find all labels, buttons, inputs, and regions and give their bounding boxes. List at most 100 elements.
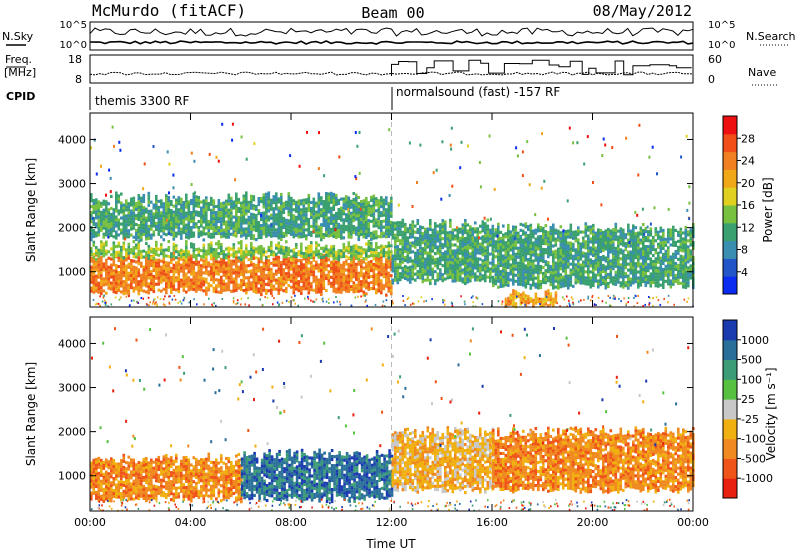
nsky-series xyxy=(89,40,694,45)
nave-tick-low: 0 xyxy=(708,73,715,86)
power-segment xyxy=(492,222,695,290)
power-colorbar-swatch xyxy=(723,258,737,277)
power-colorbar-swatch xyxy=(723,169,737,188)
nsearch-label: N.Search xyxy=(746,30,796,43)
vel-colorbar-tick-label: 25 xyxy=(741,393,755,406)
power-colorbar-swatch xyxy=(723,205,737,224)
power-colorbar-tick-label: 28 xyxy=(741,132,755,145)
vel-colorbar-tick-label: 100 xyxy=(741,373,762,386)
cpid-label: CPID xyxy=(6,90,35,103)
power-colorbar-tick-label: 20 xyxy=(741,177,755,190)
velocity-colorbar-label: Velocity [m s⁻¹] xyxy=(764,367,778,460)
velocity-yaxis: 1000 2000 3000 4000 xyxy=(58,337,693,483)
vel-segment xyxy=(492,426,695,494)
nsky-label: N.Sky xyxy=(2,30,34,43)
vel-xtick-label: 00:00 xyxy=(677,516,709,529)
velocity-ylabel: Slant Range [km] xyxy=(24,362,38,466)
vel-xtick-label: 00:00 xyxy=(74,516,106,529)
cpid-segment-2: normalsound (fast) -157 RF xyxy=(396,85,560,99)
power-ytick-label: 1000 xyxy=(58,266,86,279)
power-colorbar-tick-label: 12 xyxy=(741,221,755,234)
power-scatter xyxy=(90,113,695,309)
nsearch-tick-high: 10^5 xyxy=(708,20,735,31)
power-colorbar-swatch xyxy=(723,240,737,259)
freq-label: Freq. xyxy=(5,53,32,66)
vel-ytick-label: 2000 xyxy=(58,426,86,439)
vel-sparse-echoes xyxy=(90,327,690,512)
power-colorbar-swatch xyxy=(723,187,737,206)
power-colorbar-label: Power [dB] xyxy=(761,177,775,242)
radar-title: McMurdo (fitACF) xyxy=(92,1,246,20)
power-colorbar-swatch xyxy=(723,222,737,242)
vel-colorbar-swatch xyxy=(723,379,737,400)
freq-panel: Freq. [MHz] 18 8 60 0 Nave xyxy=(4,53,778,86)
power-ytick-label: 3000 xyxy=(58,178,86,191)
power-colorbar-tick-label: 8 xyxy=(741,244,748,257)
power-colorbar-swatch xyxy=(723,151,737,170)
vel-colorbar-swatch xyxy=(723,478,737,499)
power-segment xyxy=(90,240,393,262)
power-segment xyxy=(90,250,393,297)
velocity-colorbar: 1000 500 100 25 -25 -100 -500 -1000 xyxy=(722,319,773,499)
date-title: 08/May/2012 xyxy=(593,2,692,20)
nsky-tick-high: 10^5 xyxy=(60,20,87,31)
vel-colorbar-swatch xyxy=(723,458,737,479)
power-segment xyxy=(391,218,495,286)
vel-colorbar-swatch xyxy=(723,438,737,459)
vel-segment xyxy=(90,452,243,504)
vel-colorbar-tick-label: -100 xyxy=(741,433,766,446)
power-ylabel: Slant Range [km] xyxy=(24,158,38,262)
nave-series xyxy=(391,59,692,76)
power-colorbar-tick-label: 24 xyxy=(741,155,755,168)
power-ytick-label: 2000 xyxy=(58,222,86,235)
vel-colorbar-swatch xyxy=(723,418,737,440)
vel-xtick-label: 20:00 xyxy=(577,516,609,529)
freq-tick-low: 8 xyxy=(75,73,82,86)
vel-xtick-label: 12:00 xyxy=(376,516,408,529)
power-sparse-echoes xyxy=(90,122,694,308)
power-panel: Slant Range [km] 1000 2000 3000 4000 4 8 12 16… xyxy=(24,112,775,309)
vel-colorbar-swatch xyxy=(723,359,737,380)
vel-colorbar-tick-label: -25 xyxy=(741,413,759,426)
nsearch-tick-low: 10^0 xyxy=(708,40,735,51)
vel-xtick-label: 04:00 xyxy=(175,516,207,529)
nave-label: Nave xyxy=(748,66,776,79)
nsky-tick-low: 10^0 xyxy=(60,40,87,51)
beam-title: Beam 00 xyxy=(361,4,424,22)
vel-colorbar-tick-label: -1000 xyxy=(741,472,773,485)
vel-colorbar-swatch xyxy=(723,339,737,361)
nsearch-series xyxy=(89,27,694,37)
power-colorbar-swatch xyxy=(723,116,737,135)
vel-colorbar-tick-label: 1000 xyxy=(741,334,769,347)
cpid-segment-1: themis 3300 RF xyxy=(95,94,189,108)
power-colorbar: 4 8 12 16 20 24 28 xyxy=(722,115,755,295)
freq-unit-label: [MHz] xyxy=(4,66,36,79)
vel-colorbar-swatch xyxy=(723,399,737,420)
vel-ytick-label: 1000 xyxy=(58,470,86,483)
power-colorbar-swatch xyxy=(723,133,737,153)
velocity-xaxis: 00:00 04:00 08:00 12:00 16:00 20:00 00:00 xyxy=(74,317,709,529)
power-yaxis: 1000 2000 3000 4000 xyxy=(58,133,693,279)
power-xaxis xyxy=(89,113,694,307)
freq-tick-high: 18 xyxy=(68,53,82,66)
power-colorbar-swatch xyxy=(723,276,737,295)
power-colorbar-tick-label: 4 xyxy=(741,266,748,279)
power-colorbar-tick-label: 16 xyxy=(741,199,755,212)
cpid-strip: CPID themis 3300 RF normalsound (fast) -… xyxy=(6,85,560,110)
freq-series xyxy=(89,71,694,76)
vel-xtick-label: 08:00 xyxy=(275,516,307,529)
vel-xtick-label: 16:00 xyxy=(476,516,508,529)
nave-tick-high: 60 xyxy=(708,53,722,66)
vel-colorbar-tick-label: -500 xyxy=(741,452,766,465)
vel-colorbar-tick-label: 500 xyxy=(741,354,762,367)
x-axis-title: Time UT xyxy=(365,537,416,551)
noise-panel: N.Sky 10^5 10^0 10^5 10^0 N.Search xyxy=(2,20,796,51)
vel-segment xyxy=(240,448,394,504)
vel-segment xyxy=(391,426,495,495)
vel-ytick-label: 4000 xyxy=(58,337,86,350)
vel-ytick-label: 3000 xyxy=(58,382,86,395)
velocity-scatter xyxy=(90,317,695,512)
vel-colorbar-swatch xyxy=(723,320,737,341)
